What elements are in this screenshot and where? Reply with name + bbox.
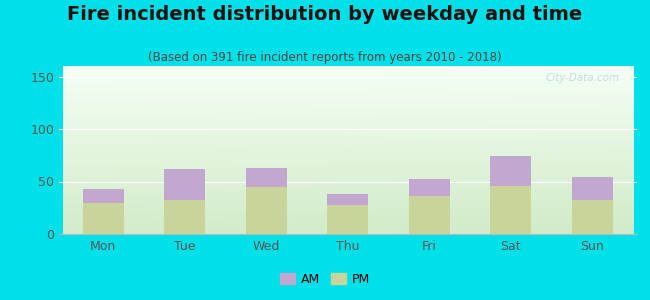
Bar: [409, 179, 450, 196]
Bar: [409, 196, 450, 234]
Bar: [490, 186, 531, 234]
Bar: [246, 168, 287, 187]
Text: Fire incident distribution by weekday and time: Fire incident distribution by weekday an…: [68, 4, 582, 23]
Bar: [83, 189, 124, 202]
Bar: [328, 194, 368, 205]
Bar: [246, 187, 287, 234]
Bar: [572, 200, 612, 234]
Legend: AM, PM: AM, PM: [275, 268, 375, 291]
Bar: [164, 200, 205, 234]
Bar: [164, 169, 205, 200]
Text: City-Data.com: City-Data.com: [545, 73, 619, 83]
Bar: [328, 205, 368, 234]
Text: (Based on 391 fire incident reports from years 2010 - 2018): (Based on 391 fire incident reports from…: [148, 51, 502, 64]
Bar: [490, 156, 531, 186]
Bar: [572, 177, 612, 200]
Bar: [83, 202, 124, 234]
